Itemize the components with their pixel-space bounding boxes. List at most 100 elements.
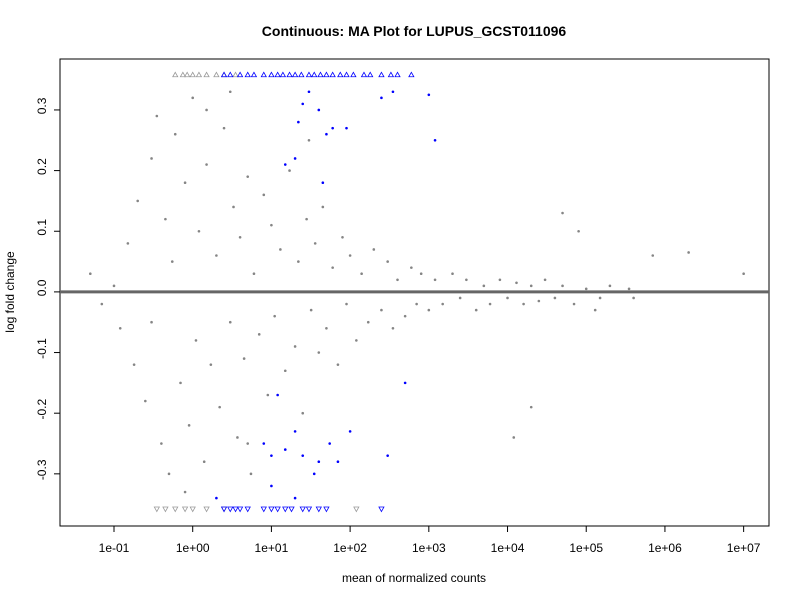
- out-of-range-point: [323, 71, 330, 78]
- point: [317, 351, 321, 354]
- point: [144, 399, 147, 403]
- point: [317, 460, 321, 464]
- x-axis-label: mean of normalized counts: [342, 571, 486, 585]
- out-of-range-point: [337, 71, 344, 78]
- x-tick-label: 1e+06: [648, 541, 682, 555]
- point: [380, 96, 383, 100]
- y-tick-label: -0.1: [35, 338, 49, 359]
- out-of-range-point: [172, 71, 179, 78]
- point: [307, 90, 311, 94]
- point: [396, 278, 399, 282]
- point: [512, 436, 516, 439]
- out-of-range-point: [195, 71, 203, 78]
- out-of-range-point: [250, 71, 258, 78]
- out-of-range-point: [378, 71, 385, 78]
- point: [283, 369, 287, 373]
- out-of-range-point: [291, 71, 299, 78]
- point: [209, 363, 213, 366]
- point: [345, 302, 348, 306]
- out-of-range-point: [315, 506, 322, 513]
- out-of-range-point: [329, 71, 336, 78]
- point: [522, 302, 525, 306]
- point: [608, 284, 612, 288]
- point: [403, 314, 407, 318]
- point: [458, 296, 462, 300]
- point: [309, 308, 313, 312]
- point: [372, 248, 376, 251]
- x-tick-label: 1e-01: [99, 541, 130, 555]
- out-of-range-point: [236, 71, 244, 78]
- point: [355, 339, 358, 342]
- point: [561, 284, 564, 288]
- point: [325, 132, 328, 136]
- point: [160, 442, 163, 445]
- out-of-range-point: [203, 506, 210, 513]
- point: [270, 223, 273, 227]
- chart-title: Continuous: MA Plot for LUPUS_GCST011096: [262, 23, 567, 39]
- point: [205, 163, 208, 166]
- point: [191, 96, 195, 100]
- point: [136, 199, 139, 203]
- out-of-range-point: [367, 71, 374, 78]
- point: [155, 114, 159, 118]
- point: [232, 205, 235, 209]
- point: [543, 278, 547, 282]
- point: [293, 345, 297, 348]
- point: [561, 211, 564, 215]
- out-of-range-point: [260, 506, 267, 513]
- point: [305, 217, 308, 221]
- point: [348, 430, 352, 433]
- point: [228, 90, 232, 94]
- out-of-range-point: [288, 506, 295, 513]
- point: [627, 287, 631, 291]
- point: [164, 217, 167, 221]
- point: [391, 90, 395, 94]
- point: [276, 393, 279, 397]
- point: [427, 93, 431, 97]
- point: [321, 181, 325, 185]
- point: [598, 296, 602, 300]
- x-tick-label: 1e+03: [412, 541, 446, 555]
- out-of-range-point: [350, 71, 357, 78]
- point: [465, 278, 468, 282]
- point: [170, 260, 174, 263]
- x-tick-label: 1e+00: [176, 541, 210, 555]
- point: [553, 296, 557, 300]
- point: [215, 254, 218, 257]
- point: [257, 333, 261, 336]
- point: [380, 308, 383, 312]
- point: [498, 278, 502, 282]
- out-of-range-point: [162, 506, 169, 513]
- y-tick-label: -0.3: [35, 459, 49, 480]
- point: [301, 454, 305, 457]
- point: [403, 381, 407, 385]
- point: [386, 260, 389, 263]
- point: [173, 132, 177, 136]
- point: [252, 272, 256, 275]
- point: [360, 272, 363, 275]
- point: [515, 281, 518, 285]
- x-tick-label: 1e+04: [491, 541, 525, 555]
- out-of-range-point: [179, 71, 187, 78]
- out-of-range-point: [220, 71, 228, 78]
- point: [577, 229, 580, 233]
- out-of-range-point: [360, 71, 368, 78]
- point: [246, 175, 250, 178]
- point: [537, 299, 541, 303]
- point: [197, 229, 201, 233]
- point: [238, 236, 242, 239]
- point: [150, 320, 153, 324]
- out-of-range-point: [232, 71, 239, 78]
- point: [321, 205, 325, 209]
- x-tick-label: 1e+05: [569, 541, 603, 555]
- out-of-range-point: [274, 506, 281, 513]
- point: [345, 126, 348, 130]
- point: [348, 254, 352, 257]
- point: [301, 411, 305, 415]
- point: [293, 430, 297, 433]
- out-of-range-point: [311, 71, 318, 78]
- point: [288, 169, 291, 172]
- point: [474, 308, 478, 312]
- out-of-range-point: [153, 506, 161, 513]
- point: [529, 405, 533, 409]
